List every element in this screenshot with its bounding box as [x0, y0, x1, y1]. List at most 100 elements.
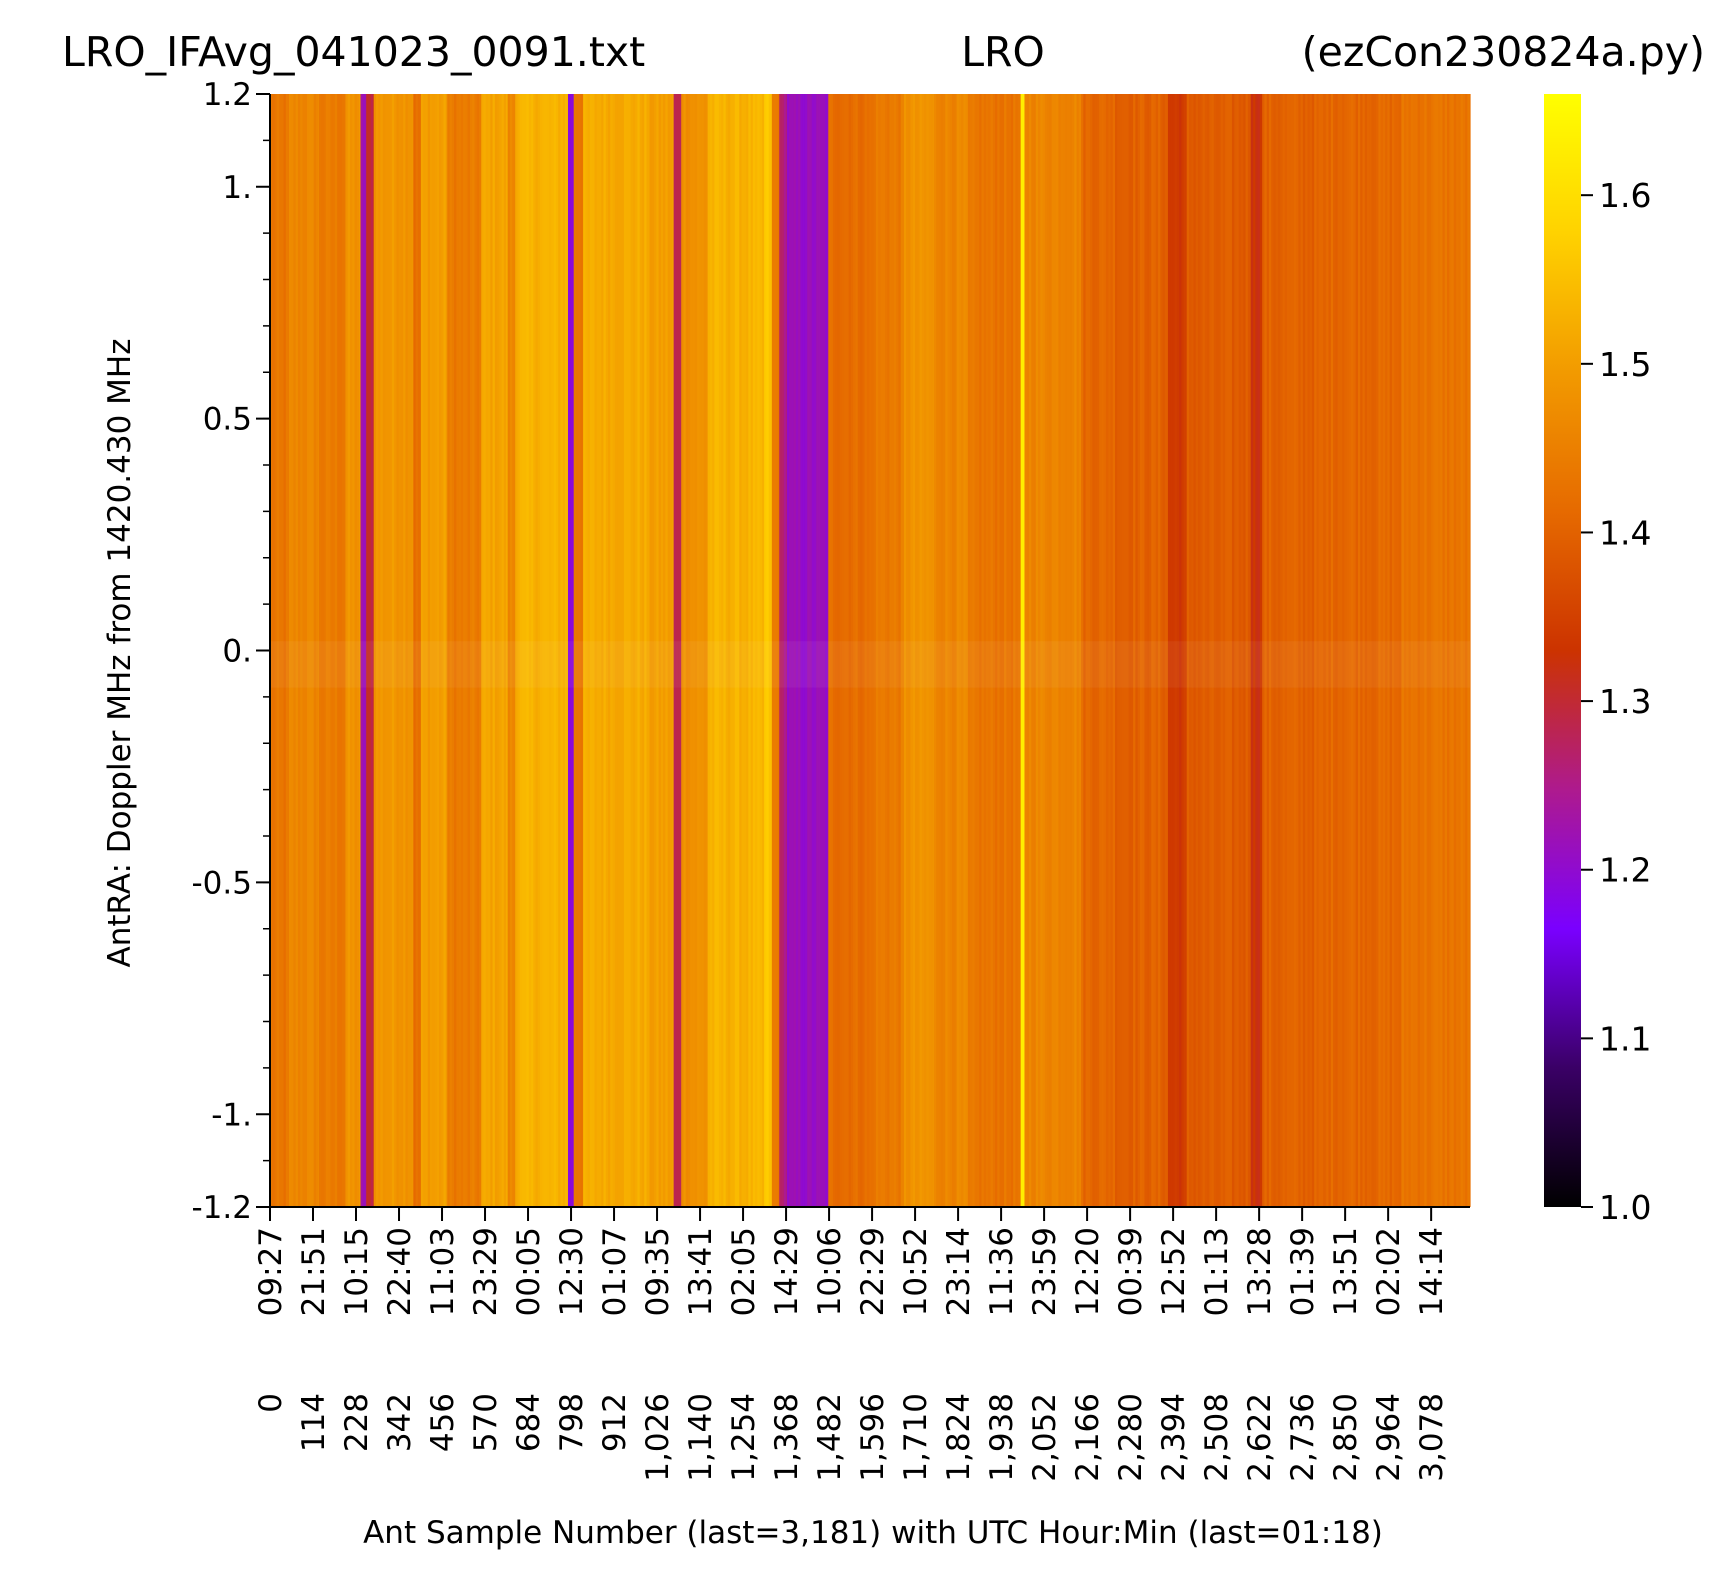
heatmap-column: [537, 94, 541, 1207]
heatmap-column: [862, 94, 866, 1207]
x-tick-sample-label: 1,824: [941, 1393, 977, 1482]
heatmap-column: [873, 94, 877, 1207]
heatmap-column: [970, 94, 974, 1207]
heatmap-column: [1202, 94, 1206, 1207]
heatmap-column: [685, 94, 689, 1207]
heatmap-column: [449, 94, 453, 1207]
heatmap-segment: [515, 94, 569, 1207]
heatmap-column: [825, 94, 829, 1207]
heatmap-column: [465, 94, 469, 1207]
heatmap-column: [420, 94, 424, 1207]
x-tick-time-label: 10:06: [812, 1227, 848, 1316]
heatmap-column: [933, 94, 937, 1207]
x-tick-sample-label: 912: [597, 1393, 633, 1452]
heatmap-column: [1148, 94, 1152, 1207]
y-axis-label: AntRA: Doppler MHz from 1420.430 MHz: [102, 338, 138, 967]
heatmap-column: [517, 94, 521, 1207]
heatmap-column: [1115, 94, 1118, 1207]
heatmap-column: [405, 94, 409, 1207]
heatmap-column: [306, 94, 310, 1207]
heatmap-column: [1006, 94, 1010, 1207]
heatmap-column: [896, 94, 900, 1207]
heatmap-column: [646, 94, 648, 1207]
heatmap-column: [750, 94, 754, 1207]
heatmap-column: [544, 94, 548, 1207]
heatmap-segment: [413, 94, 422, 1207]
y-tick-label: -1.2: [192, 1190, 253, 1226]
heatmap-column: [789, 94, 792, 1207]
heatmap-column: [608, 94, 611, 1207]
x-tick-time-label: 01:13: [1199, 1227, 1235, 1316]
heatmap-column: [1413, 94, 1416, 1207]
doppler-zero-ridge: [270, 641, 1470, 688]
heatmap-column: [1013, 94, 1017, 1207]
heatmap-column: [1065, 94, 1069, 1207]
heatmap-segment: [1186, 94, 1252, 1207]
heatmap-column: [641, 94, 645, 1207]
heatmap-column: [316, 94, 319, 1207]
heatmap-column: [337, 94, 341, 1207]
heatmap-column: [956, 94, 960, 1207]
x-tick-sample-label: 2,394: [1156, 1393, 1192, 1482]
heatmap-column: [804, 94, 808, 1207]
heatmap-column: [1369, 94, 1373, 1207]
heatmap-column: [614, 94, 618, 1207]
heatmap-column: [1453, 94, 1457, 1207]
heatmap-column: [1222, 94, 1226, 1207]
heatmap-column: [1428, 94, 1432, 1207]
heatmap-column: [1218, 94, 1222, 1207]
heatmap-column: [687, 94, 691, 1207]
heatmap-column: [1400, 94, 1403, 1207]
heatmap-column: [528, 94, 532, 1207]
x-tick-sample-label: 1,368: [769, 1393, 805, 1482]
heatmap-column: [864, 94, 868, 1207]
heatmap-column: [492, 94, 496, 1207]
heatmap-column: [1017, 94, 1021, 1207]
heatmap-column: [1024, 94, 1028, 1207]
heatmap-column: [930, 94, 934, 1207]
heatmap-column: [732, 94, 736, 1207]
heatmap-column: [1083, 94, 1087, 1207]
heatmap-column: [974, 94, 978, 1207]
heatmap-column: [1015, 94, 1019, 1207]
heatmap-column: [1316, 94, 1320, 1207]
heatmap-column: [1167, 94, 1171, 1207]
heatmap-column: [933, 94, 935, 1207]
heatmap-column: [1307, 94, 1311, 1207]
heatmap-column: [1094, 94, 1098, 1207]
heatmap-segment: [873, 94, 905, 1207]
colorbar: [1544, 94, 1581, 1207]
heatmap-column: [884, 94, 888, 1207]
heatmap-column: [952, 94, 955, 1207]
heatmap-column: [667, 94, 671, 1207]
heatmap-column: [1170, 94, 1173, 1207]
heatmap-column: [718, 94, 722, 1207]
heatmap-column: [1346, 94, 1350, 1207]
heatmap-column: [359, 94, 362, 1207]
heatmap-column: [1335, 94, 1339, 1207]
heatmap-column: [1289, 94, 1293, 1207]
heatmap-column: [1090, 94, 1093, 1207]
heatmap-segment: [1020, 94, 1026, 1207]
heatmap-column: [1362, 94, 1366, 1207]
heatmap-column: [330, 94, 334, 1207]
heatmap-column: [1126, 94, 1130, 1207]
heatmap-column: [701, 94, 705, 1207]
heatmap-column: [1081, 94, 1084, 1207]
heatmap-column: [1380, 94, 1384, 1207]
heatmap-column: [672, 94, 675, 1207]
heatmap-column: [709, 94, 713, 1207]
heatmap-column: [1458, 94, 1462, 1207]
heatmap-column: [673, 94, 677, 1207]
heatmap-column: [743, 94, 747, 1207]
heatmap-column: [323, 94, 327, 1207]
heatmap-column: [1211, 94, 1215, 1207]
x-tick-time-label: 09:27: [253, 1227, 289, 1316]
heatmap-column: [382, 94, 386, 1207]
heatmap-column: [761, 94, 765, 1207]
heatmap-column: [1195, 94, 1199, 1207]
heatmap-column: [1112, 94, 1116, 1207]
heatmap-column: [746, 94, 749, 1207]
heatmap-segment: [583, 94, 648, 1207]
x-tick-sample-label: 2,166: [1070, 1393, 1106, 1482]
